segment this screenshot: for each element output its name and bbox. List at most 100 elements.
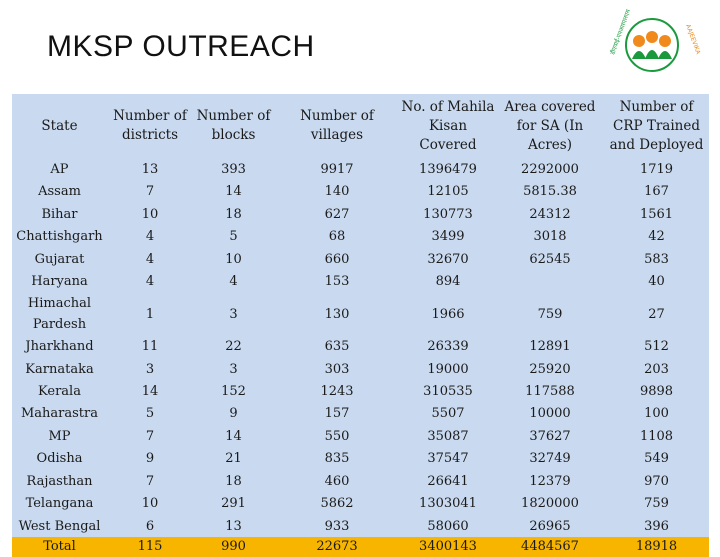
cell-villages: 550 [274,424,400,448]
cell-blocks: 18 [193,202,274,226]
cell-area-covered: 24312 [496,202,604,226]
cell-districts: 1 [107,292,193,336]
table-row: Karnataka 3 3 303 19000 25920 203 [12,357,709,381]
cell-districts: 10 [107,202,193,226]
cell-crp: 759 [604,492,709,515]
cell-blocks: 291 [193,492,274,515]
cell-state: Haryana [12,270,107,293]
cell-area-covered: 3018 [496,225,604,248]
cell-state: Rajasthan [12,469,107,493]
table-row: Kerala 14 152 1243 310535 117588 9898 [12,380,709,403]
header-row: State Number of districts Number of bloc… [12,94,709,158]
cell-crp: 100 [604,402,709,425]
header-villages: Number of villages [274,94,400,158]
cell-crp: 27 [604,292,709,336]
cell-mahila-kisan: 310535 [400,380,496,403]
cell-villages: 303 [274,357,400,381]
table-body: AP 13 393 9917 1396479 2292000 1719 Assam 7 14 140… [12,158,709,557]
cell-districts: 7 [107,180,193,203]
cell-mahila-kisan: 58060 [400,514,496,537]
header-area-covered: Area covered for SA (In Acres) [496,94,604,158]
cell-crp: 9898 [604,380,709,403]
cell-mahila-kisan: 12105 [400,180,496,203]
cell-villages: 5862 [274,492,400,515]
cell-districts: 4 [107,270,193,293]
table-row: Chattishgarh 4 5 68 3499 3018 42 [12,225,709,248]
cell-crp: 1561 [604,202,709,226]
table-row: Rajasthan 7 18 460 26641 12379 970 [12,469,709,493]
cell-mahila-kisan: 26339 [400,335,496,358]
cell-districts: 13 [107,158,193,181]
cell-districts: 3 [107,357,193,381]
outreach-table: State Number of districts Number of bloc… [12,94,709,557]
cell-blocks: 3 [193,292,274,336]
cell-area-covered: 759 [496,292,604,336]
cell-blocks: 152 [193,380,274,403]
cell-state: Jharkhand [12,335,107,358]
cell-crp: 42 [604,225,709,248]
cell-crp: 167 [604,180,709,203]
cell-mahila-kisan: 1303041 [400,492,496,515]
cell-blocks: 3 [193,357,274,381]
slide-title: MKSP OUTREACH [47,30,315,63]
cell-districts: 9 [107,447,193,470]
cell-blocks: 14 [193,424,274,448]
cell-districts: 11 [107,335,193,358]
cell-districts: 7 [107,469,193,493]
logo-text-right: AAJEEVIKA [684,23,702,56]
cell-mahila-kisan: 19000 [400,357,496,381]
table-row: West Bengal 6 13 933 58060 26965 396 [12,514,709,537]
cell-crp: 40 [604,270,709,293]
cell-blocks: 18 [193,469,274,493]
cell-crp: 512 [604,335,709,358]
header-blocks: Number of blocks [193,94,274,158]
cell-mahila-kisan: 3499 [400,225,496,248]
cell-state: Assam [12,180,107,203]
cell-mahila-kisan: 26641 [400,469,496,493]
table-row: Maharastra 5 9 157 5507 10000 100 [12,402,709,425]
cell-area-covered: 37627 [496,424,604,448]
cell-villages: 1243 [274,380,400,403]
table-row: Bihar 10 18 627 130773 24312 1561 [12,202,709,226]
cell-villages: 660 [274,247,400,271]
table-row: MP 7 14 550 35087 37627 1108 [12,424,709,448]
cell-blocks: 4 [193,270,274,293]
cell-state: Gujarat [12,247,107,271]
cell-area-covered [496,270,604,293]
aajeevika-logo: डीएवाई-एनआरएलएम AAJEEVIKA [594,3,710,87]
cell-mahila-kisan: 5507 [400,402,496,425]
cell-villages: 9917 [274,158,400,181]
cell-districts: 6 [107,514,193,537]
cell-districts: 14 [107,380,193,403]
cell-area-covered: 12891 [496,335,604,358]
cell-mahila-kisan: 37547 [400,447,496,470]
cell-state: Maharastra [12,402,107,425]
cell-blocks: 13 [193,514,274,537]
table-row: Himachal Pardesh 1 3 130 1966 759 27 [12,292,709,336]
cell-mahila-kisan: 130773 [400,202,496,226]
cell-area-covered: 1820000 [496,492,604,515]
cell-districts: 10 [107,492,193,515]
cell-blocks: 393 [193,158,274,181]
cell-villages: 635 [274,335,400,358]
cell-districts: 7 [107,424,193,448]
cell-state: MP [12,424,107,448]
cell-state: Chattishgarh [12,225,107,248]
cell-crp: 1108 [604,424,709,448]
cell-area-covered: 12379 [496,469,604,493]
header-crp: Number of CRP Trained and Deployed [604,94,709,158]
cell-villages: 157 [274,402,400,425]
cell-mahila-kisan: 32670 [400,247,496,271]
cell-mahila-kisan: 1396479 [400,158,496,181]
cell-blocks: 9 [193,402,274,425]
cell-villages: 835 [274,447,400,470]
cell-blocks: 21 [193,447,274,470]
header-mahila-kisan: No. of Mahila Kisan Covered [400,94,496,158]
cell-state: Himachal Pardesh [12,292,107,336]
cell-villages: 627 [274,202,400,226]
cell-blocks: 22 [193,335,274,358]
cell-crp: 549 [604,447,709,470]
cell-crp: 970 [604,469,709,493]
cell-mahila-kisan: 894 [400,270,496,293]
cell-state: Kerala [12,380,107,403]
